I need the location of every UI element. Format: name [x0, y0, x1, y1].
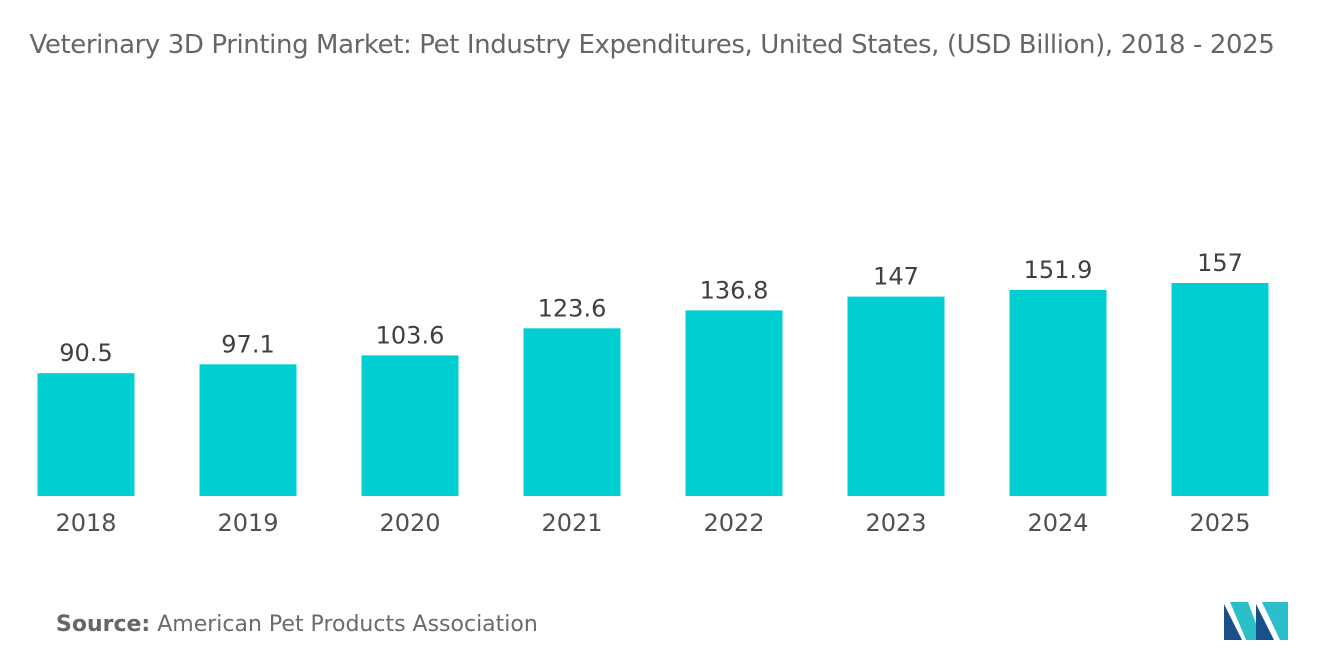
source-note: Source: American Pet Products Associatio… — [56, 612, 538, 637]
mordor-intelligence-logo-icon — [1224, 602, 1288, 640]
bar-2024 — [1009, 289, 1107, 496]
x-tick-label-2024: 2024 — [1027, 509, 1088, 537]
bars-layer — [37, 283, 1269, 496]
value-label-2023: 147 — [873, 263, 919, 291]
bar-2019 — [199, 364, 297, 496]
value-label-2025: 157 — [1197, 249, 1243, 277]
x-tick-label-2023: 2023 — [865, 509, 926, 537]
bar-2025 — [1171, 283, 1269, 496]
value-label-2020: 103.6 — [376, 321, 445, 349]
source-text: American Pet Products Association — [157, 612, 538, 637]
x-axis-tick-labels: 2018 2019 2020 2021 2022 2023 2024 2025 — [55, 509, 1250, 537]
x-tick-label-2022: 2022 — [703, 509, 764, 537]
value-label-2024: 151.9 — [1024, 256, 1093, 284]
x-tick-label-2019: 2019 — [217, 509, 278, 537]
bar-2022 — [685, 310, 783, 496]
value-label-2021: 123.6 — [538, 294, 607, 322]
x-tick-label-2025: 2025 — [1189, 509, 1250, 537]
bar-2023 — [847, 296, 945, 496]
x-tick-label-2021: 2021 — [541, 509, 602, 537]
x-tick-label-2018: 2018 — [55, 509, 116, 537]
bar-2020 — [361, 355, 459, 496]
source-label: Source: — [56, 612, 151, 637]
value-label-2019: 97.1 — [221, 330, 274, 358]
value-label-2018: 90.5 — [59, 339, 112, 367]
value-labels-layer: 90.5 97.1 103.6 123.6 136.8 147 151.9 157 — [59, 249, 1243, 367]
x-tick-label-2020: 2020 — [379, 509, 440, 537]
chart-title: Veterinary 3D Printing Market: Pet Indus… — [29, 30, 1275, 60]
bar-2021 — [523, 328, 621, 496]
value-label-2022: 136.8 — [700, 276, 769, 304]
bar-2018 — [37, 373, 135, 496]
